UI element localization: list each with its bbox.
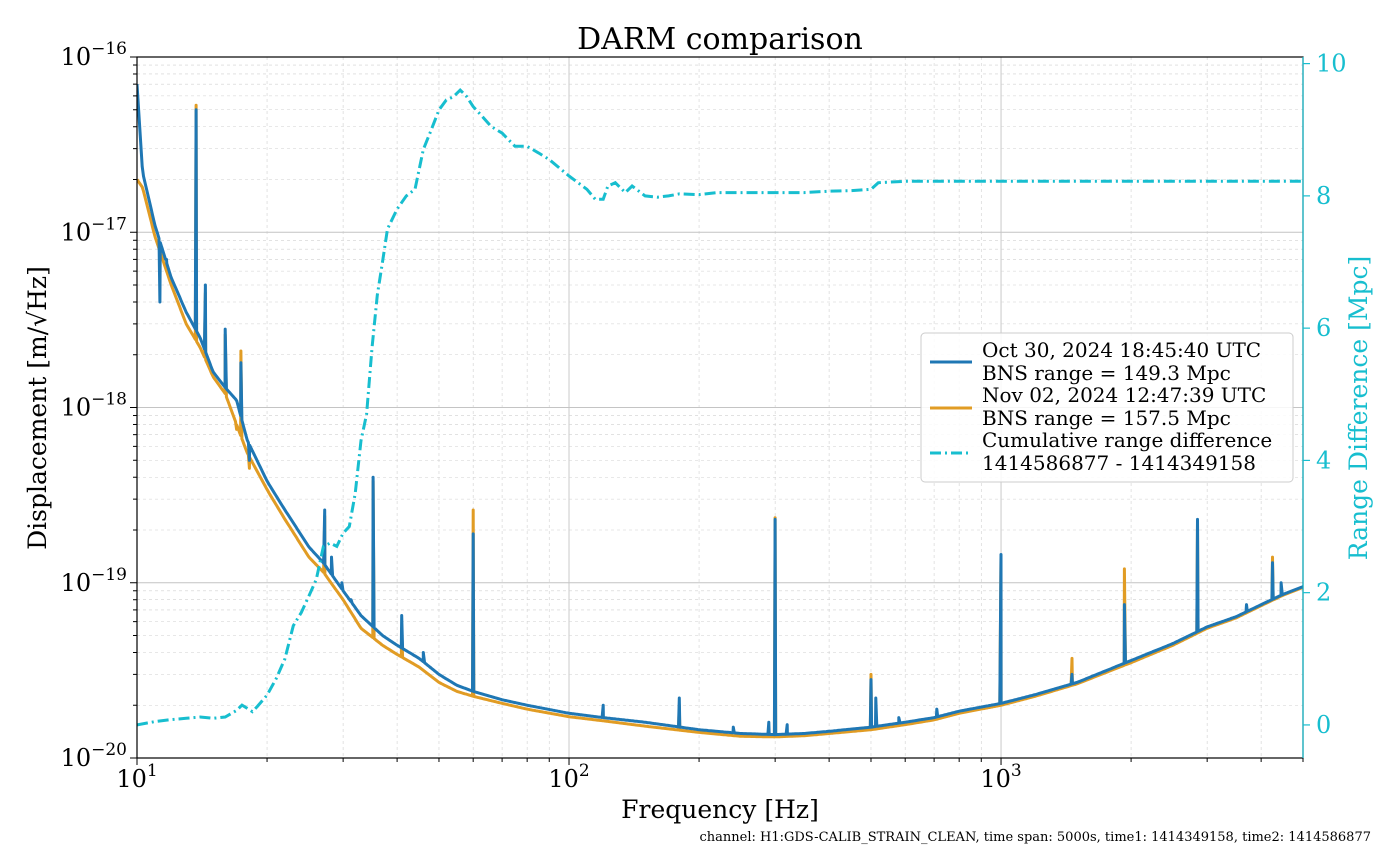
y-tick-label: 10−17 (61, 214, 127, 246)
y2-tick-label: 4 (1316, 446, 1331, 474)
x-axis-label: Frequency [Hz] (621, 795, 819, 824)
series-oct-line (137, 84, 1303, 737)
legend-label-oct: Oct 30, 2024 18:45:40 UTC (982, 338, 1261, 362)
y-axis-label: Displacement [m/√Hz] (23, 266, 52, 550)
y2-axis-label: Range Difference [Mpc] (1344, 256, 1373, 560)
y2-tick-label: 6 (1316, 314, 1331, 342)
legend-label-diff-times: 1414586877 - 1414349158 (982, 451, 1256, 475)
y2-tick-label: 10 (1316, 50, 1347, 78)
plot-series (137, 84, 1303, 739)
series-range-difference-line (137, 88, 1303, 727)
y2-tick-label: 0 (1316, 711, 1331, 739)
y2-tick-label: 2 (1316, 579, 1331, 607)
x-tick-label: 101 (116, 761, 157, 793)
axes: 101 102 103 10−20 10−19 10−18 10−17 10−16 0 2 4 6 8 1… (61, 39, 1347, 793)
legend-box (920, 332, 1294, 483)
y-tick-label: 10−16 (61, 39, 127, 71)
legend-label-oct-range: BNS range = 149.3 Mpc (982, 361, 1231, 385)
y2-tick-label: 8 (1316, 182, 1331, 210)
legend-label-diff: Cumulative range difference (982, 428, 1272, 452)
series-nov-line (137, 103, 1303, 739)
y-tick-label: 10−20 (61, 740, 127, 772)
legend: Oct 30, 2024 18:45:40 UTC BNS range = 14… (920, 332, 1294, 483)
legend-label-nov: Nov 02, 2024 12:47:39 UTC (982, 383, 1266, 407)
y-tick-label: 10−19 (61, 565, 127, 597)
y-tick-label: 10−18 (61, 390, 127, 422)
footer-caption: channel: H1:GDS-CALIB_STRAIN_CLEAN, time… (699, 830, 1371, 845)
legend-label-nov-range: BNS range = 157.5 Mpc (982, 406, 1231, 430)
chart-title: DARM comparison (577, 22, 863, 57)
x-tick-label: 102 (548, 761, 589, 793)
x-tick-label: 103 (980, 761, 1021, 793)
